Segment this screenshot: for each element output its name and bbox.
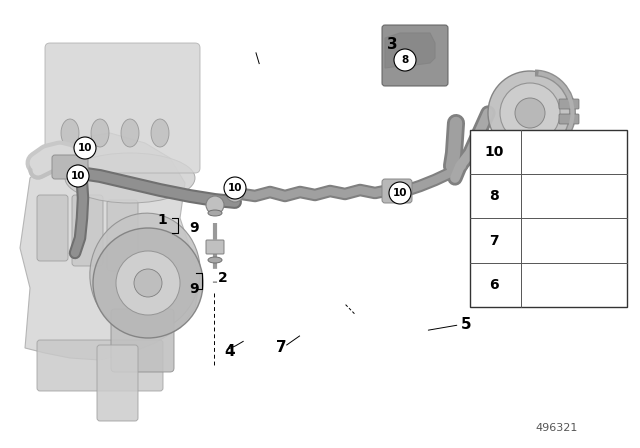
FancyBboxPatch shape	[557, 157, 573, 169]
Text: 8: 8	[489, 189, 499, 203]
Text: 10: 10	[228, 183, 243, 193]
FancyBboxPatch shape	[111, 309, 174, 372]
Ellipse shape	[208, 210, 222, 216]
Ellipse shape	[90, 213, 200, 333]
Ellipse shape	[61, 119, 79, 147]
Text: 5: 5	[461, 317, 472, 332]
FancyBboxPatch shape	[37, 195, 68, 261]
Text: 7: 7	[489, 233, 499, 247]
FancyBboxPatch shape	[206, 240, 224, 254]
Circle shape	[224, 177, 246, 199]
FancyBboxPatch shape	[97, 345, 138, 421]
Ellipse shape	[65, 153, 195, 203]
Text: 6: 6	[552, 145, 559, 155]
Text: 3: 3	[387, 37, 398, 52]
FancyBboxPatch shape	[52, 155, 88, 179]
Text: 1: 1	[158, 212, 168, 227]
Text: 10: 10	[393, 188, 407, 198]
FancyBboxPatch shape	[516, 173, 544, 197]
Text: 8: 8	[401, 55, 408, 65]
Circle shape	[116, 251, 180, 315]
FancyBboxPatch shape	[559, 99, 579, 109]
Text: 4: 4	[224, 344, 235, 359]
Circle shape	[500, 83, 560, 143]
Text: 6: 6	[489, 278, 499, 292]
Circle shape	[70, 165, 86, 181]
Text: 2: 2	[218, 271, 227, 285]
FancyBboxPatch shape	[382, 179, 412, 203]
Ellipse shape	[121, 119, 139, 147]
Circle shape	[515, 98, 545, 128]
Ellipse shape	[208, 257, 222, 263]
Circle shape	[134, 269, 162, 297]
Circle shape	[394, 49, 416, 71]
Circle shape	[389, 182, 411, 204]
Circle shape	[226, 184, 244, 202]
Circle shape	[93, 228, 203, 338]
Text: 10: 10	[484, 145, 504, 159]
Ellipse shape	[91, 119, 109, 147]
Text: 496321: 496321	[536, 423, 578, 433]
Bar	[470, 130, 627, 307]
Text: 9: 9	[189, 282, 198, 296]
Text: 9: 9	[189, 221, 198, 236]
FancyBboxPatch shape	[520, 151, 540, 177]
Text: 10: 10	[77, 143, 92, 153]
FancyBboxPatch shape	[559, 114, 579, 124]
Polygon shape	[20, 133, 200, 360]
FancyBboxPatch shape	[72, 195, 103, 266]
Circle shape	[488, 71, 572, 155]
Text: 10: 10	[71, 171, 85, 181]
Ellipse shape	[151, 119, 169, 147]
Polygon shape	[385, 33, 435, 68]
FancyBboxPatch shape	[37, 340, 163, 391]
FancyBboxPatch shape	[382, 25, 448, 86]
FancyBboxPatch shape	[45, 43, 200, 173]
Circle shape	[74, 137, 96, 159]
FancyBboxPatch shape	[107, 200, 138, 271]
Text: 7: 7	[276, 340, 287, 355]
Circle shape	[545, 139, 567, 161]
Circle shape	[67, 165, 89, 187]
Circle shape	[206, 196, 224, 214]
